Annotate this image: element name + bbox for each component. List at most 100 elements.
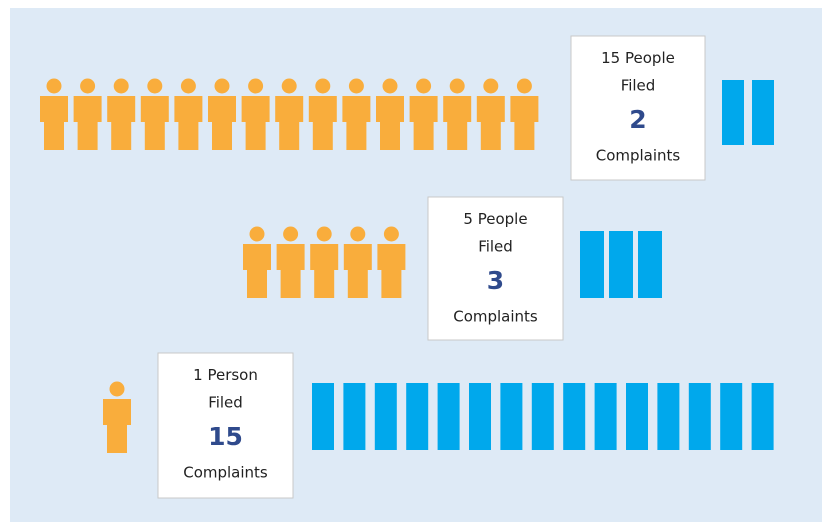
person-head <box>449 78 465 94</box>
complaint-bar <box>500 383 523 450</box>
person-head <box>348 78 364 94</box>
text-box <box>570 35 706 181</box>
complaint-bar <box>657 383 680 450</box>
person-icon <box>476 78 505 150</box>
person-body <box>73 96 102 150</box>
person-head <box>147 78 163 94</box>
complaint-bar <box>406 383 429 450</box>
person-body <box>377 244 406 298</box>
complaint-bar <box>312 383 334 450</box>
person-head <box>483 78 499 94</box>
filed-text: Filed <box>621 77 656 95</box>
person-icon <box>243 226 271 298</box>
person-head <box>315 78 331 94</box>
person-icon <box>377 226 406 298</box>
person-icon <box>208 78 236 150</box>
complaint-bar <box>722 80 744 145</box>
person-head <box>383 226 399 242</box>
person-body <box>510 96 539 150</box>
person-body <box>308 96 337 150</box>
person-body <box>140 96 169 150</box>
person-icon <box>376 78 404 150</box>
text-box <box>427 196 564 341</box>
person-body <box>276 244 305 298</box>
person-body <box>443 96 472 150</box>
person-head <box>249 226 265 242</box>
person-icon <box>174 78 203 150</box>
person-icon <box>103 381 131 453</box>
person-head <box>416 78 432 94</box>
person-icon <box>443 78 472 150</box>
person-icon <box>308 78 337 150</box>
complaints-label: Complaints <box>596 147 681 165</box>
person-icon <box>140 78 169 150</box>
complaint-bar <box>469 383 491 450</box>
person-head <box>180 78 196 94</box>
person-head <box>248 78 264 94</box>
people-label: Person <box>207 366 257 384</box>
person-body <box>476 96 505 150</box>
complaint-bar <box>751 383 774 450</box>
person-head <box>281 78 297 94</box>
complaint-bar <box>374 383 397 450</box>
person-icon <box>241 78 270 150</box>
person-icon <box>107 78 136 150</box>
complaint-bar <box>594 383 617 450</box>
complaint-bar <box>531 383 554 450</box>
person-icon <box>342 78 371 150</box>
person-icon <box>343 226 372 298</box>
person-icon <box>40 78 68 150</box>
complaint-bar <box>688 383 711 450</box>
complaint-bar <box>626 383 648 450</box>
people-label: People <box>625 49 675 67</box>
person-body <box>275 96 304 150</box>
complaint-bar <box>563 383 586 450</box>
complaints-count: 3 <box>487 266 504 295</box>
person-body <box>107 96 136 150</box>
people-label: People <box>478 210 528 228</box>
person-head <box>109 381 125 397</box>
person-body <box>174 96 203 150</box>
person-head <box>214 78 230 94</box>
complaint-bar <box>638 231 662 298</box>
person-head <box>113 78 129 94</box>
person-icon <box>409 78 438 150</box>
people-count: 15 <box>601 49 620 67</box>
person-head <box>316 226 332 242</box>
people-text: 5 People <box>463 210 527 228</box>
complaints-count: 2 <box>629 105 646 134</box>
complaints-label: Complaints <box>183 464 268 482</box>
person-body <box>376 96 404 150</box>
person-icon <box>510 78 539 150</box>
people-count: 5 <box>463 210 473 228</box>
people-count: 1 <box>193 366 203 384</box>
person-body <box>243 244 271 298</box>
complaints-count: 15 <box>208 422 243 451</box>
complaint-bar <box>437 383 460 450</box>
complaint-bar <box>609 231 633 298</box>
person-body <box>103 399 131 453</box>
person-body <box>310 244 339 298</box>
person-head <box>350 226 366 242</box>
person-body <box>342 96 371 150</box>
person-head <box>80 78 96 94</box>
person-head <box>46 78 62 94</box>
person-body <box>241 96 270 150</box>
person-body <box>208 96 236 150</box>
person-head <box>516 78 532 94</box>
complaint-bar <box>580 231 604 298</box>
person-icon <box>275 78 304 150</box>
text-box <box>157 352 294 499</box>
people-text: 15 People <box>601 49 675 67</box>
person-body <box>40 96 68 150</box>
person-icon <box>73 78 102 150</box>
complaints-label: Complaints <box>453 308 538 326</box>
filed-text: Filed <box>208 394 243 412</box>
person-icon <box>310 226 339 298</box>
complaint-bar <box>752 80 774 145</box>
person-head <box>382 78 398 94</box>
person-body <box>409 96 438 150</box>
complaint-bar <box>720 383 743 450</box>
complaint-bar <box>343 383 366 450</box>
